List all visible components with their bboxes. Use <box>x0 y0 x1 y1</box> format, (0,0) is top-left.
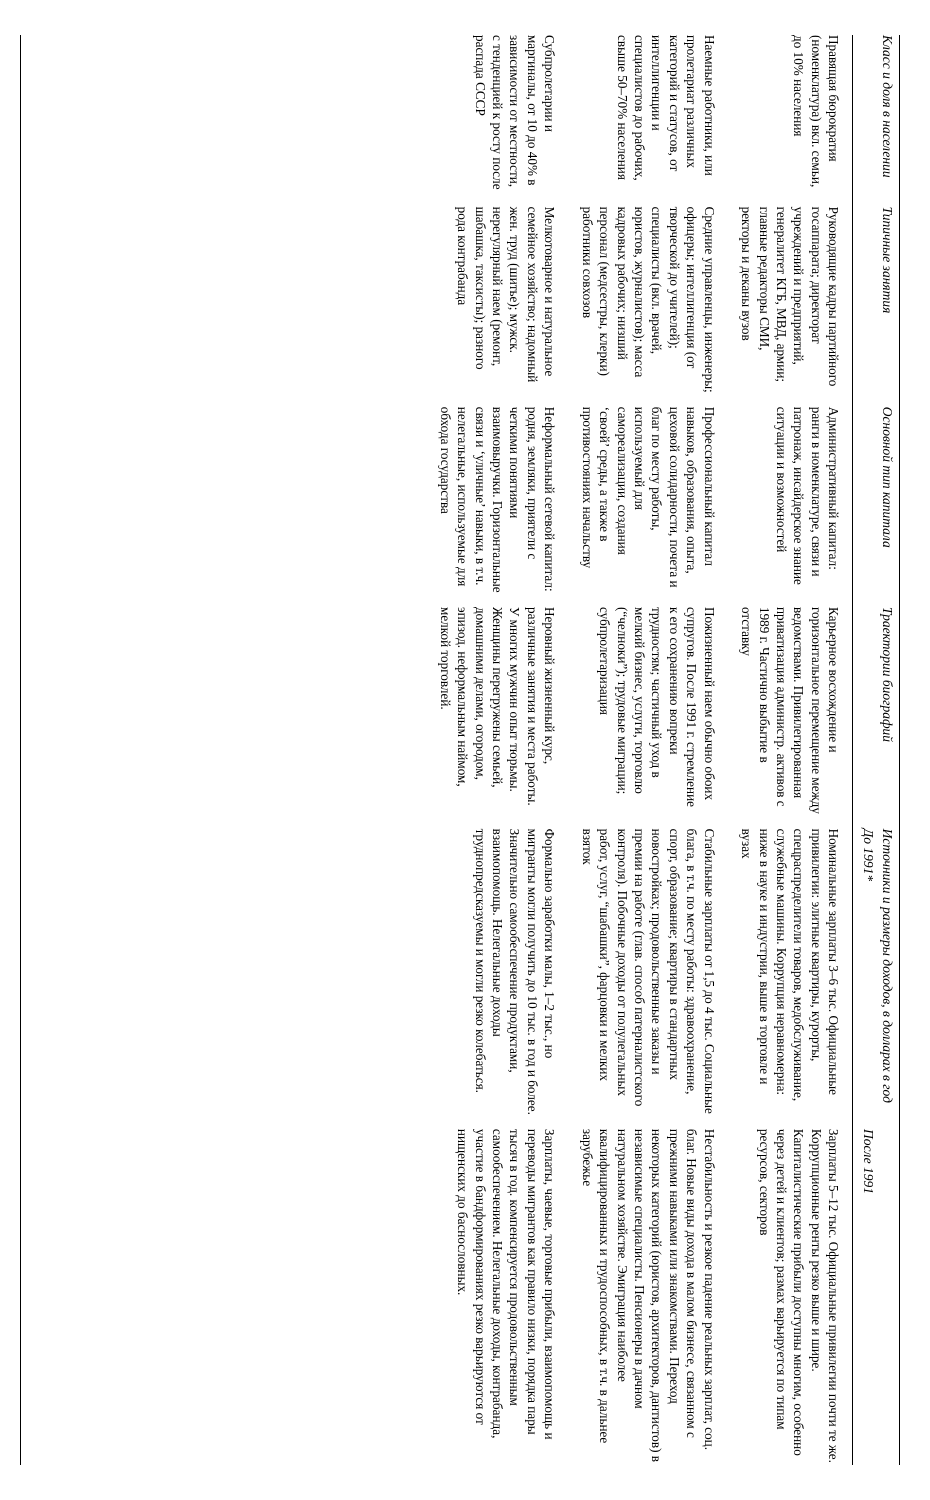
cell-occupations: Мелкотоварное и натуральное семейное хоз… <box>436 207 558 407</box>
header-class-share: Класс и доля в населении <box>859 35 895 207</box>
header-income-super: Источники и размеры доходов, в долларах … <box>878 829 895 1465</box>
cell-capital-type: Профессиональный капитал навыков, образо… <box>578 407 717 607</box>
header-income-before: До 1991* <box>859 829 876 1129</box>
header-income-group: Источники и размеры доходов, в долларах … <box>859 829 895 1465</box>
cell-trajectories: Неровный жизненный курс, различные занят… <box>436 607 558 829</box>
cell-income-after: Зарплаты, чаевые, торговые прибыли, взаи… <box>436 1129 558 1465</box>
header-income-after: После 1991 <box>859 1129 876 1465</box>
cell-occupations: Руководящие кадры партийного госаппарата… <box>738 207 843 407</box>
header-occupations: Типичные занятия <box>859 207 895 407</box>
top-rule <box>899 35 900 1465</box>
cell-class-share: Правящая бюрократия (номенклатура) вкл. … <box>738 35 843 207</box>
header-capital-type: Основной тип капитала <box>859 407 895 607</box>
table-row: Правящая бюрократия (номенклатура) вкл. … <box>728 35 853 1465</box>
table-body: Правящая бюрократия (номенклатура) вкл. … <box>25 35 852 1465</box>
cell-income-after: Зарплаты 5–12 тыс. Официальные привилеги… <box>738 1129 843 1465</box>
cell-class-share: Наемные работники, или пролетариат разли… <box>578 35 717 207</box>
table-page: Класс и доля в населении Типичные заняти… <box>0 0 930 1500</box>
cell-capital-type: Административный капитал: ранги в номенк… <box>738 407 843 607</box>
cell-income-before: Стабильные зарплаты от 1,5 до 4 тыс. Соц… <box>578 829 717 1129</box>
cell-income-after: Нестабильность и резкое падение реальных… <box>578 1129 717 1465</box>
cell-capital-type: Неформальный сетевой капитал: родня, зем… <box>436 407 558 607</box>
cell-trajectories: Карьерное восхождение и горизонтальное п… <box>738 607 843 829</box>
cell-income-before: Формально заработки малы, 1–2 тыс., но м… <box>436 829 558 1129</box>
cell-trajectories: Пожизненный наем обычно обоих супругов. … <box>578 607 717 829</box>
table-row: Субпролетарии и маргиналы, от 10 до 40% … <box>426 35 568 1465</box>
header-trajectories: Траектории биографий <box>859 607 895 829</box>
cell-income-before: Номинальные зарплаты 3–6 тыс. Официальны… <box>738 829 843 1129</box>
cell-class-share: Субпролетарии и маргиналы, от 10 до 40% … <box>436 35 558 207</box>
table-row: Наемные работники, или пролетариат разли… <box>568 35 727 1465</box>
bottom-rule <box>20 35 21 1465</box>
table-header-row: Класс и доля в населении Типичные заняти… <box>852 35 895 1465</box>
cell-occupations: Средние управленцы, инженеры; офицеры; и… <box>578 207 717 407</box>
